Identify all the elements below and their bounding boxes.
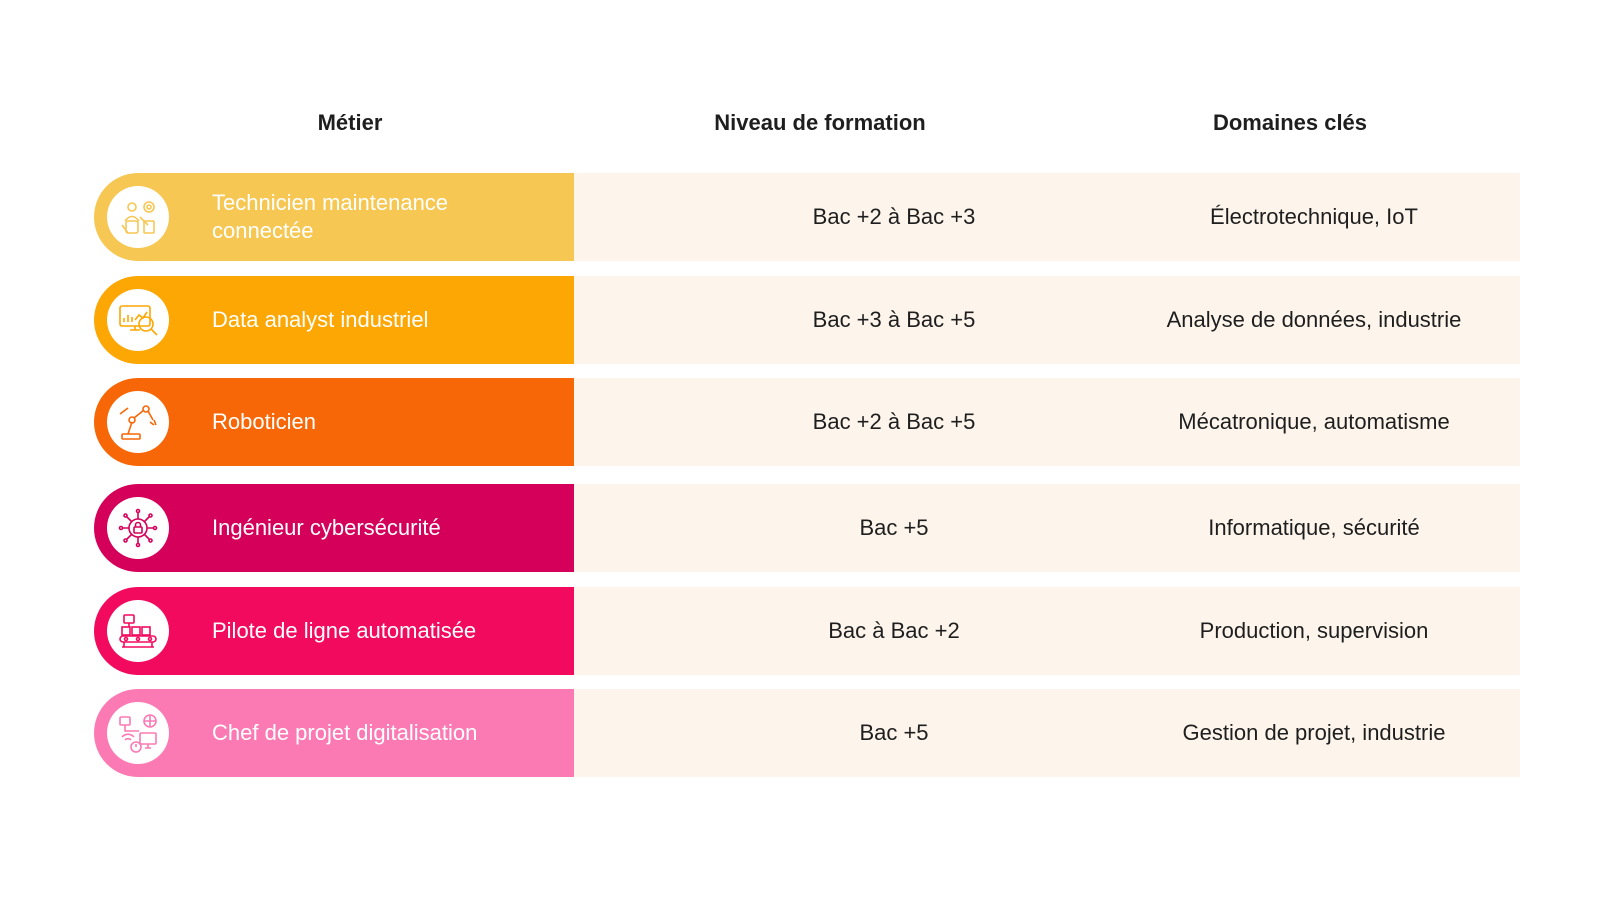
metier-label-band: Ingénieur cybersécurité: [94, 484, 574, 572]
metier-label-band: Roboticien: [94, 378, 574, 466]
row-body: Bac à Bac +2 Production, supervision: [574, 587, 1520, 675]
row-body: Bac +2 à Bac +3 Électrotechnique, IoT: [574, 173, 1520, 261]
niveau-cell: Bac +3 à Bac +5: [812, 307, 976, 332]
table-row: Ingénieur cybersécurité Bac +5 Informati…: [94, 484, 1520, 572]
data-analysis-icon: [107, 289, 169, 351]
niveau-cell: Bac +5: [859, 720, 929, 745]
metier-title: Pilote de ligne automatisée: [212, 618, 477, 643]
cybersecurity-lock-icon: [107, 497, 169, 559]
row-body: Bac +5 Informatique, sécurité: [574, 484, 1520, 572]
domaines-cell: Mécatronique, automatisme: [1178, 409, 1450, 434]
row-body: Bac +5 Gestion de projet, industrie: [574, 689, 1520, 777]
digital-network-icon: [107, 702, 169, 764]
table-row: Technicien maintenance connectée Bac +2 …: [94, 173, 1520, 261]
header-metier: Métier: [317, 110, 383, 135]
niveau-cell: Bac +2 à Bac +3: [812, 204, 976, 229]
metier-title: Technicien maintenance connectée: [212, 190, 449, 243]
domaines-cell: Informatique, sécurité: [1208, 515, 1420, 540]
header-domaines: Domaines clés: [1212, 110, 1368, 135]
domaines-cell: Analyse de données, industrie: [1166, 307, 1462, 332]
table-row: Pilote de ligne automatisée Bac à Bac +2…: [94, 587, 1520, 675]
robotic-arm-icon: [107, 391, 169, 453]
metier-label-band: Pilote de ligne automatisée: [94, 587, 574, 675]
domaines-cell: Gestion de projet, industrie: [1182, 720, 1446, 745]
niveau-cell: Bac +2 à Bac +5: [812, 409, 976, 434]
metier-title: Chef de projet digitalisation: [212, 720, 478, 745]
niveau-cell: Bac à Bac +2: [828, 618, 960, 643]
row-body: Bac +2 à Bac +5 Mécatronique, automatism…: [574, 378, 1520, 466]
metier-title: Data analyst industriel: [212, 307, 429, 332]
table-row: Data analyst industriel Bac +3 à Bac +5 …: [94, 276, 1520, 364]
metier-title: Ingénieur cybersécurité: [212, 515, 441, 540]
maintenance-technician-icon: [107, 186, 169, 248]
metier-label-band: Technicien maintenance connectée: [94, 173, 574, 261]
header-niveau: Niveau de formation: [714, 110, 926, 135]
table-header: Métier Niveau de formation Domaines clés: [0, 108, 1600, 138]
conveyor-line-icon: [107, 600, 169, 662]
metier-title: Roboticien: [212, 409, 316, 434]
domaines-cell: Électrotechnique, IoT: [1210, 204, 1418, 229]
metier-label-band: Data analyst industriel: [94, 276, 574, 364]
row-body: Bac +3 à Bac +5 Analyse de données, indu…: [574, 276, 1520, 364]
niveau-cell: Bac +5: [859, 515, 929, 540]
metier-label-band: Chef de projet digitalisation: [94, 689, 574, 777]
table-row: Roboticien Bac +2 à Bac +5 Mécatronique,…: [94, 378, 1520, 466]
table-row: Chef de projet digitalisation Bac +5 Ges…: [94, 689, 1520, 777]
domaines-cell: Production, supervision: [1199, 618, 1429, 643]
